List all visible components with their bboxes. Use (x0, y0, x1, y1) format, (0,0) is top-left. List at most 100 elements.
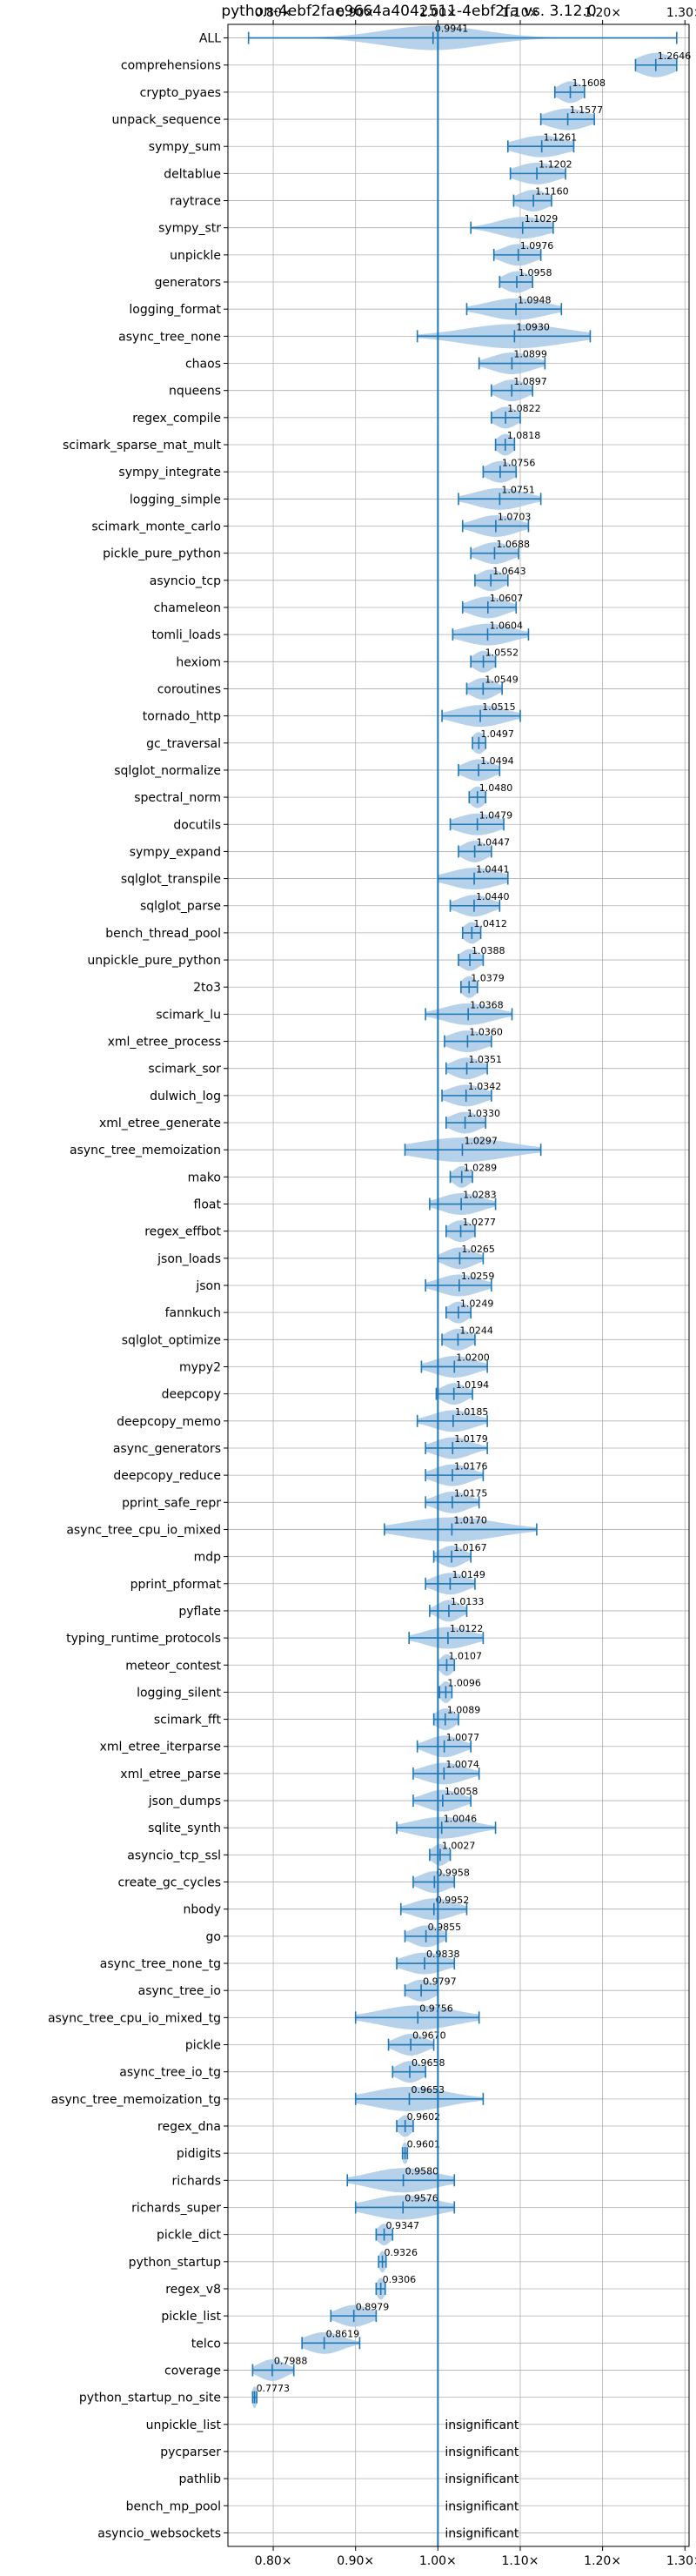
category-label: telco (191, 2337, 221, 2351)
value-label: 0.8979 (356, 2301, 390, 2312)
value-label: 0.9580 (405, 2165, 439, 2177)
category-label: deepcopy_memo (117, 1415, 221, 1429)
value-label: 1.2646 (658, 50, 692, 62)
x-tick-label-bottom: 0.90× (337, 2554, 374, 2568)
x-tick-label-top: 1.30× (666, 6, 696, 20)
category-label: sqlglot_transpile (121, 873, 221, 887)
value-label: 0.9306 (383, 2274, 417, 2285)
value-label: 1.1160 (535, 186, 569, 198)
value-label: 1.0388 (472, 945, 505, 956)
category-label: sqlglot_normalize (114, 764, 221, 778)
value-label: 0.9347 (386, 2220, 420, 2231)
category-label: sympy_integrate (118, 466, 221, 480)
value-label: 0.9952 (436, 1895, 469, 1906)
value-label: 0.9658 (412, 2057, 445, 2069)
value-label: 1.0440 (476, 891, 510, 902)
category-label: regex_v8 (165, 2283, 221, 2297)
category-label: json_loads (157, 1252, 221, 1266)
category-label: sympy_sum (149, 140, 221, 154)
insignificant-label: insignificant (445, 2418, 519, 2432)
value-label: 0.9756 (419, 2002, 453, 2014)
category-label: bench_thread_pool (105, 927, 221, 941)
value-label: 1.0107 (448, 1650, 482, 1661)
chart-title: python-4ebf2fae9664a4042511-4ebf2fa vs. … (221, 3, 596, 20)
category-label: async_tree_cpu_io_mixed (66, 1523, 221, 1537)
value-label: 1.0479 (479, 809, 513, 821)
category-label: scimark_sparse_mat_mult (63, 439, 221, 453)
category-label: async_tree_none_tg (100, 1957, 221, 1971)
category-label: nbody (184, 1903, 222, 1917)
category-label: 2to3 (193, 981, 221, 995)
value-label: 1.0368 (470, 1000, 504, 1011)
category-label: xml_etree_iterparse (100, 1741, 221, 1754)
value-label: 0.9601 (407, 2138, 441, 2150)
value-label: 1.0330 (467, 1108, 501, 1119)
category-label: async_tree_io_tg (119, 2066, 221, 2080)
x-tick-label-top: 0.80× (255, 6, 292, 20)
x-tick-label-top: 0.90× (337, 6, 374, 20)
category-label: sympy_expand (130, 845, 221, 859)
value-label: 1.0607 (490, 593, 524, 604)
value-label: 0.9576 (405, 2193, 438, 2204)
category-label: mako (188, 1171, 221, 1184)
x-tick-label-bottom: 1.20× (584, 2554, 621, 2568)
value-label: 1.1577 (570, 104, 604, 116)
value-label: 1.0265 (461, 1244, 495, 1255)
insignificant-label: insignificant (445, 2472, 519, 2486)
category-label: typing_runtime_protocols (66, 1632, 221, 1646)
x-tick-label-bottom: 0.80× (255, 2554, 292, 2568)
value-label: 1.0751 (501, 484, 535, 495)
value-label: 1.0244 (459, 1325, 493, 1336)
value-label: 0.9653 (411, 2084, 445, 2096)
category-label: spectral_norm (134, 791, 221, 805)
category-label: sqlite_synth (148, 1821, 221, 1835)
category-label: sympy_str (158, 222, 221, 236)
category-label: pickle_dict (157, 2229, 222, 2243)
category-label: go (206, 1930, 221, 1944)
value-label: 1.0194 (456, 1379, 490, 1391)
category-label: hexiom (176, 655, 221, 669)
value-label: 1.1029 (525, 213, 559, 225)
category-label: pickle_pure_python (103, 547, 221, 561)
value-label: 1.0958 (519, 267, 552, 278)
category-label: json (195, 1279, 221, 1293)
category-label: deepcopy (162, 1388, 221, 1402)
value-label: 1.0289 (464, 1162, 498, 1173)
x-tick-label-bottom: 1.30× (666, 2554, 696, 2568)
value-label: 0.8619 (326, 2328, 360, 2339)
category-label: meteor_contest (125, 1659, 221, 1673)
insignificant-label: insignificant (445, 2526, 519, 2540)
category-label: pyflate (178, 1605, 221, 1619)
category-label: gc_traversal (146, 737, 221, 751)
category-label: mdp (194, 1551, 222, 1565)
category-label: json_dumps (148, 1794, 221, 1808)
value-label: 1.0058 (445, 1786, 478, 1797)
x-tick-label-top: 1.20× (584, 6, 621, 20)
value-label: 1.0930 (516, 321, 550, 332)
value-label: 1.0179 (454, 1433, 488, 1445)
category-label: fannkuch (165, 1306, 221, 1320)
category-label: sqlglot_optimize (122, 1333, 221, 1347)
category-label: unpickle_list (146, 2418, 222, 2432)
category-label: chameleon (154, 601, 221, 615)
value-label: 1.0441 (476, 864, 510, 875)
value-label: 0.9838 (426, 1949, 460, 1960)
category-label: pprint_pformat (130, 1578, 222, 1592)
value-label: 1.0549 (485, 674, 519, 686)
category-label: mypy2 (179, 1360, 221, 1374)
value-label: 1.0027 (442, 1841, 476, 1852)
value-label: 1.0351 (469, 1054, 503, 1065)
value-label: 1.0074 (445, 1759, 479, 1770)
category-label: chaos (185, 358, 221, 372)
category-label: bench_mp_pool (126, 2499, 221, 2513)
category-label: pidigits (177, 2147, 221, 2161)
category-label: richards (172, 2174, 222, 2188)
value-label: 1.0688 (496, 539, 530, 550)
category-label: create_gc_cycles (117, 1876, 221, 1890)
value-label: 1.0170 (453, 1515, 487, 1526)
category-label: async_tree_memoization_tg (51, 2093, 221, 2107)
category-label: pickle_list (161, 2310, 221, 2324)
category-label: scimark_monte_carlo (91, 520, 221, 533)
category-label: comprehensions (121, 59, 221, 73)
